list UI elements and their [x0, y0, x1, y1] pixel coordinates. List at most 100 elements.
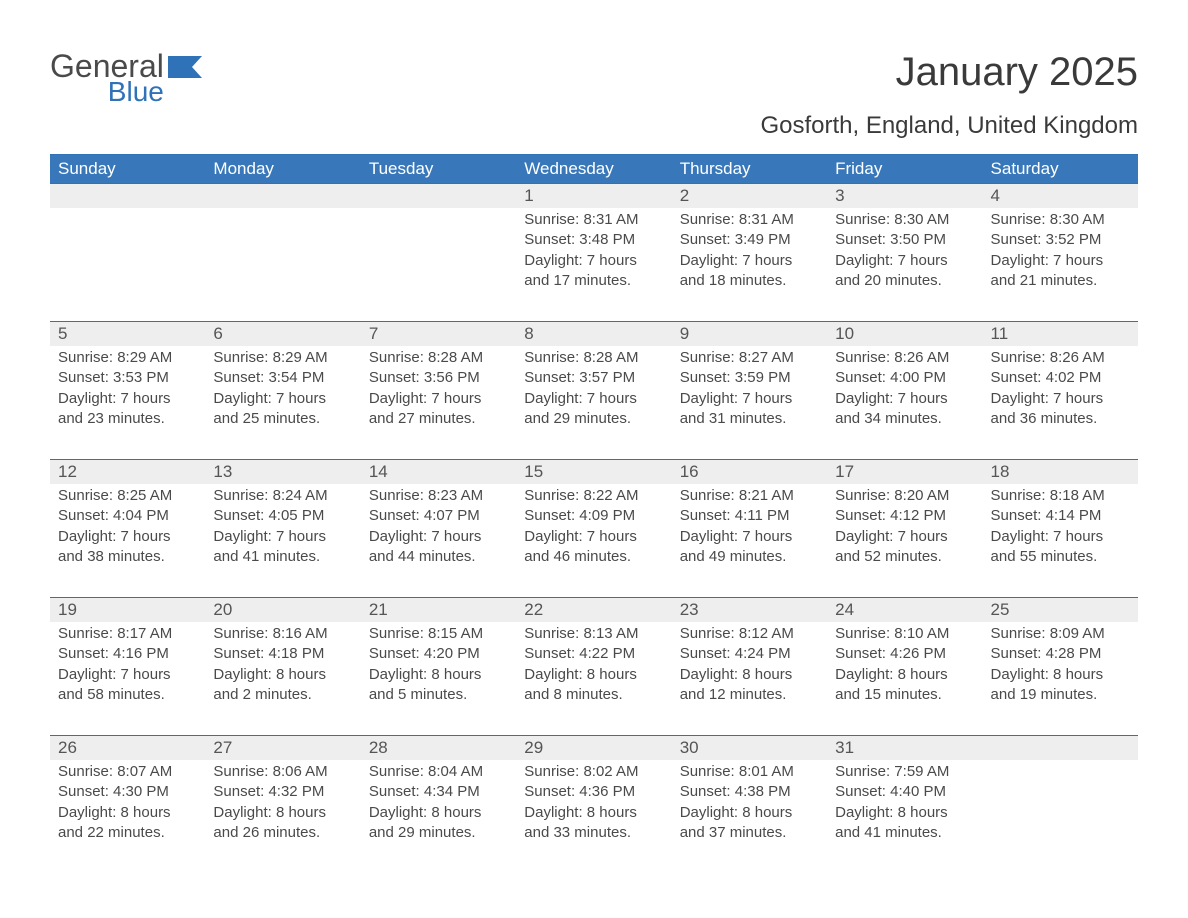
- col-header: Friday: [827, 155, 982, 184]
- day-data-cell: Sunrise: 8:28 AMSunset: 3:56 PMDaylight:…: [361, 346, 516, 460]
- daylight-line: Daylight: 7 hours and 58 minutes.: [58, 665, 197, 706]
- sunrise-line: Sunrise: 8:01 AM: [680, 762, 819, 782]
- sunset-line: Sunset: 4:38 PM: [680, 782, 819, 802]
- sunrise-line: Sunrise: 8:22 AM: [524, 486, 663, 506]
- day-data-cell: Sunrise: 8:01 AMSunset: 4:38 PMDaylight:…: [672, 760, 827, 851]
- header-row: Sunday Monday Tuesday Wednesday Thursday…: [50, 155, 1138, 184]
- sunset-line: Sunset: 4:24 PM: [680, 644, 819, 664]
- day-data-cell: Sunrise: 8:26 AMSunset: 4:00 PMDaylight:…: [827, 346, 982, 460]
- sunrise-line: Sunrise: 8:15 AM: [369, 624, 508, 644]
- sunset-line: Sunset: 4:30 PM: [58, 782, 197, 802]
- daylight-line: Daylight: 8 hours and 12 minutes.: [680, 665, 819, 706]
- day-data-cell: Sunrise: 8:29 AMSunset: 3:54 PMDaylight:…: [205, 346, 360, 460]
- sunset-line: Sunset: 3:48 PM: [524, 230, 663, 250]
- day-data-cell: Sunrise: 8:09 AMSunset: 4:28 PMDaylight:…: [983, 622, 1138, 736]
- daynum-row: 262728293031: [50, 736, 1138, 761]
- sunrise-line: Sunrise: 8:30 AM: [835, 210, 974, 230]
- daylight-line: Daylight: 7 hours and 23 minutes.: [58, 389, 197, 430]
- day-number-cell: 10: [827, 322, 982, 347]
- sunrise-line: Sunrise: 8:20 AM: [835, 486, 974, 506]
- day-data-cell: [361, 208, 516, 322]
- sunrise-line: Sunrise: 8:31 AM: [680, 210, 819, 230]
- day-number-cell: 17: [827, 460, 982, 485]
- sunrise-line: Sunrise: 8:28 AM: [524, 348, 663, 368]
- page-subtitle: Gosforth, England, United Kingdom: [50, 112, 1138, 140]
- daylight-line: Daylight: 7 hours and 18 minutes.: [680, 251, 819, 292]
- daylight-line: Daylight: 7 hours and 29 minutes.: [524, 389, 663, 430]
- daylight-line: Daylight: 7 hours and 17 minutes.: [524, 251, 663, 292]
- day-number-cell: 11: [983, 322, 1138, 347]
- day-number-cell: 14: [361, 460, 516, 485]
- sunrise-line: Sunrise: 8:13 AM: [524, 624, 663, 644]
- day-data-cell: Sunrise: 8:23 AMSunset: 4:07 PMDaylight:…: [361, 484, 516, 598]
- sunset-line: Sunset: 3:56 PM: [369, 368, 508, 388]
- day-number-cell: 16: [672, 460, 827, 485]
- day-number-cell: 28: [361, 736, 516, 761]
- col-header: Monday: [205, 155, 360, 184]
- daylight-line: Daylight: 7 hours and 27 minutes.: [369, 389, 508, 430]
- sunset-line: Sunset: 4:20 PM: [369, 644, 508, 664]
- day-number-cell: 21: [361, 598, 516, 623]
- day-number-cell: 23: [672, 598, 827, 623]
- data-row: Sunrise: 8:31 AMSunset: 3:48 PMDaylight:…: [50, 208, 1138, 322]
- day-number-cell: 30: [672, 736, 827, 761]
- day-number-cell: 4: [983, 184, 1138, 209]
- col-header: Sunday: [50, 155, 205, 184]
- daynum-row: 12131415161718: [50, 460, 1138, 485]
- day-number-cell: [205, 184, 360, 209]
- day-data-cell: Sunrise: 8:15 AMSunset: 4:20 PMDaylight:…: [361, 622, 516, 736]
- day-data-cell: Sunrise: 8:13 AMSunset: 4:22 PMDaylight:…: [516, 622, 671, 736]
- daylight-line: Daylight: 8 hours and 19 minutes.: [991, 665, 1130, 706]
- day-number-cell: 25: [983, 598, 1138, 623]
- col-header: Thursday: [672, 155, 827, 184]
- daylight-line: Daylight: 7 hours and 55 minutes.: [991, 527, 1130, 568]
- day-number-cell: 6: [205, 322, 360, 347]
- day-number-cell: 3: [827, 184, 982, 209]
- sunset-line: Sunset: 3:50 PM: [835, 230, 974, 250]
- day-number-cell: 15: [516, 460, 671, 485]
- day-number-cell: 20: [205, 598, 360, 623]
- col-header: Saturday: [983, 155, 1138, 184]
- sunrise-line: Sunrise: 8:27 AM: [680, 348, 819, 368]
- day-number-cell: 7: [361, 322, 516, 347]
- daylight-line: Daylight: 7 hours and 20 minutes.: [835, 251, 974, 292]
- day-number-cell: [50, 184, 205, 209]
- day-data-cell: Sunrise: 8:20 AMSunset: 4:12 PMDaylight:…: [827, 484, 982, 598]
- page-title: January 2025: [896, 50, 1138, 95]
- daylight-line: Daylight: 7 hours and 52 minutes.: [835, 527, 974, 568]
- daylight-line: Daylight: 7 hours and 36 minutes.: [991, 389, 1130, 430]
- day-data-cell: Sunrise: 8:07 AMSunset: 4:30 PMDaylight:…: [50, 760, 205, 851]
- daylight-line: Daylight: 8 hours and 15 minutes.: [835, 665, 974, 706]
- day-data-cell: [205, 208, 360, 322]
- day-data-cell: Sunrise: 8:29 AMSunset: 3:53 PMDaylight:…: [50, 346, 205, 460]
- daylight-line: Daylight: 8 hours and 22 minutes.: [58, 803, 197, 844]
- header: General Blue January 2025: [50, 50, 1138, 106]
- daylight-line: Daylight: 8 hours and 5 minutes.: [369, 665, 508, 706]
- sunset-line: Sunset: 4:02 PM: [991, 368, 1130, 388]
- day-data-cell: Sunrise: 8:17 AMSunset: 4:16 PMDaylight:…: [50, 622, 205, 736]
- day-data-cell: Sunrise: 8:31 AMSunset: 3:49 PMDaylight:…: [672, 208, 827, 322]
- sunrise-line: Sunrise: 8:30 AM: [991, 210, 1130, 230]
- day-number-cell: [983, 736, 1138, 761]
- col-header: Wednesday: [516, 155, 671, 184]
- day-data-cell: Sunrise: 8:21 AMSunset: 4:11 PMDaylight:…: [672, 484, 827, 598]
- sunrise-line: Sunrise: 8:31 AM: [524, 210, 663, 230]
- daylight-line: Daylight: 8 hours and 41 minutes.: [835, 803, 974, 844]
- daylight-line: Daylight: 7 hours and 38 minutes.: [58, 527, 197, 568]
- sunset-line: Sunset: 4:22 PM: [524, 644, 663, 664]
- day-data-cell: Sunrise: 8:18 AMSunset: 4:14 PMDaylight:…: [983, 484, 1138, 598]
- day-number-cell: 1: [516, 184, 671, 209]
- sunrise-line: Sunrise: 8:04 AM: [369, 762, 508, 782]
- sunset-line: Sunset: 3:59 PM: [680, 368, 819, 388]
- sunset-line: Sunset: 4:28 PM: [991, 644, 1130, 664]
- sunrise-line: Sunrise: 8:21 AM: [680, 486, 819, 506]
- sunset-line: Sunset: 4:40 PM: [835, 782, 974, 802]
- day-data-cell: Sunrise: 8:30 AMSunset: 3:50 PMDaylight:…: [827, 208, 982, 322]
- sunset-line: Sunset: 3:54 PM: [213, 368, 352, 388]
- daylight-line: Daylight: 7 hours and 46 minutes.: [524, 527, 663, 568]
- logo-word-blue: Blue: [98, 78, 164, 106]
- sunset-line: Sunset: 4:04 PM: [58, 506, 197, 526]
- sunset-line: Sunset: 4:11 PM: [680, 506, 819, 526]
- day-data-cell: [983, 760, 1138, 851]
- day-number-cell: 31: [827, 736, 982, 761]
